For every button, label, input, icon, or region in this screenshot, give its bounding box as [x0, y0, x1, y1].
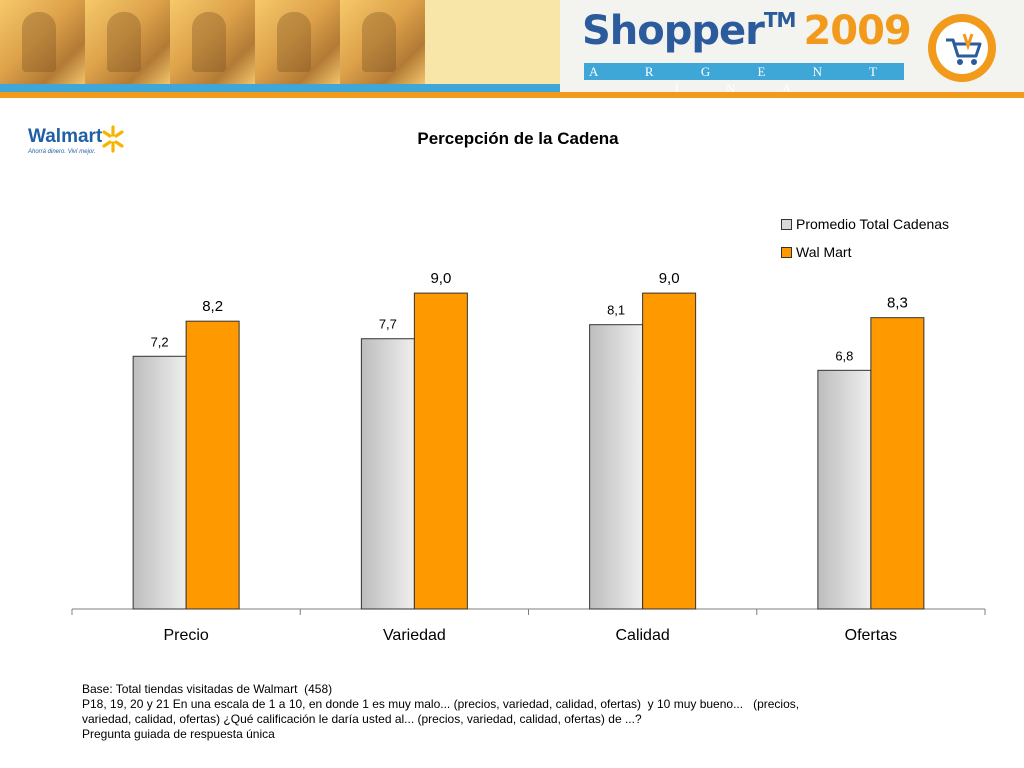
data-label: 8,1	[607, 303, 625, 318]
chart-title: Percepción de la Cadena	[417, 129, 619, 148]
data-label: 8,3	[887, 295, 908, 312]
x-tick-label: Calidad	[615, 627, 669, 644]
x-tick-label: Ofertas	[845, 627, 897, 644]
bar-walmart	[870, 317, 925, 610]
banner-photo	[0, 0, 85, 84]
header-banner: ShopperTM 2009 A R G E N T I N A	[0, 0, 1024, 92]
data-label: 6,8	[835, 348, 853, 363]
legend-item-walmart: Wal Mart	[781, 238, 949, 266]
footnote-line: variedad, calidad, ofertas) ¿Qué calific…	[82, 712, 642, 726]
data-label: 9,0	[659, 270, 680, 287]
banner-bottom-stripe	[0, 92, 1024, 98]
shopper-trademark: TM	[763, 8, 797, 32]
footnote: Base: Total tiendas visitadas de Walmart…	[82, 682, 882, 742]
walmart-tagline: Ahorrá dinero. Viví mejor.	[28, 149, 96, 155]
bar-walmart	[642, 292, 697, 610]
shopping-cart-icon	[928, 14, 996, 82]
banner-accent-bar	[0, 84, 560, 92]
data-label: 7,7	[379, 317, 397, 332]
bar-promedio	[817, 369, 872, 610]
x-tick-label: Variedad	[383, 627, 446, 644]
legend-swatch-orange	[781, 246, 792, 258]
shopper-year: 2009	[803, 8, 911, 54]
bar-walmart	[185, 320, 240, 610]
x-tick-label: Precio	[163, 627, 208, 644]
shopper-brand: Shopper	[582, 8, 765, 54]
footnote-line: P18, 19, 20 y 21 En una escala de 1 a 10…	[82, 697, 800, 711]
banner-photo	[255, 0, 340, 84]
footnote-line: Base: Total tiendas visitadas de Walmart…	[82, 682, 333, 696]
banner-photo	[340, 0, 425, 84]
legend-swatch-gray	[781, 218, 792, 230]
bar-promedio	[360, 338, 415, 610]
legend-item-promedio: Promedio Total Cadenas	[781, 210, 949, 238]
banner-photo-strip	[0, 0, 560, 84]
bar-walmart	[413, 292, 468, 610]
banner-photo	[85, 0, 170, 84]
footnote-line: Pregunta guiada de respuesta única	[82, 727, 275, 741]
legend-label: Wal Mart	[796, 244, 852, 260]
data-label: 7,2	[151, 334, 169, 349]
data-label: 9,0	[430, 270, 451, 287]
banner-photo	[170, 0, 255, 84]
country-label: A R G E N T I N A	[584, 63, 904, 92]
bar-chart: 7,2 8,2 Precio 7,7 9,0 Variedad 8,1 9,0 Calidad 6…	[71, 270, 986, 644]
chart-legend: Promedio Total Cadenas Wal Mart	[781, 210, 949, 266]
bar-promedio	[589, 324, 644, 610]
data-label: 8,2	[202, 298, 223, 315]
banner-photo-blank	[425, 0, 560, 84]
walmart-logo-text: Walmart	[28, 126, 103, 147]
walmart-spark-icon	[102, 125, 124, 153]
bar-promedio	[132, 355, 187, 610]
legend-label: Promedio Total Cadenas	[796, 216, 950, 232]
shopper-logo: ShopperTM 2009	[582, 8, 912, 54]
